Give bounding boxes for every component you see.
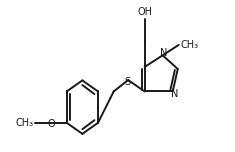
Text: CH₃: CH₃ (15, 118, 33, 128)
Text: N: N (160, 48, 167, 58)
Text: OH: OH (137, 7, 152, 17)
Text: CH₃: CH₃ (181, 40, 199, 50)
Text: N: N (171, 90, 178, 99)
Text: S: S (125, 77, 131, 87)
Text: O: O (47, 119, 55, 129)
